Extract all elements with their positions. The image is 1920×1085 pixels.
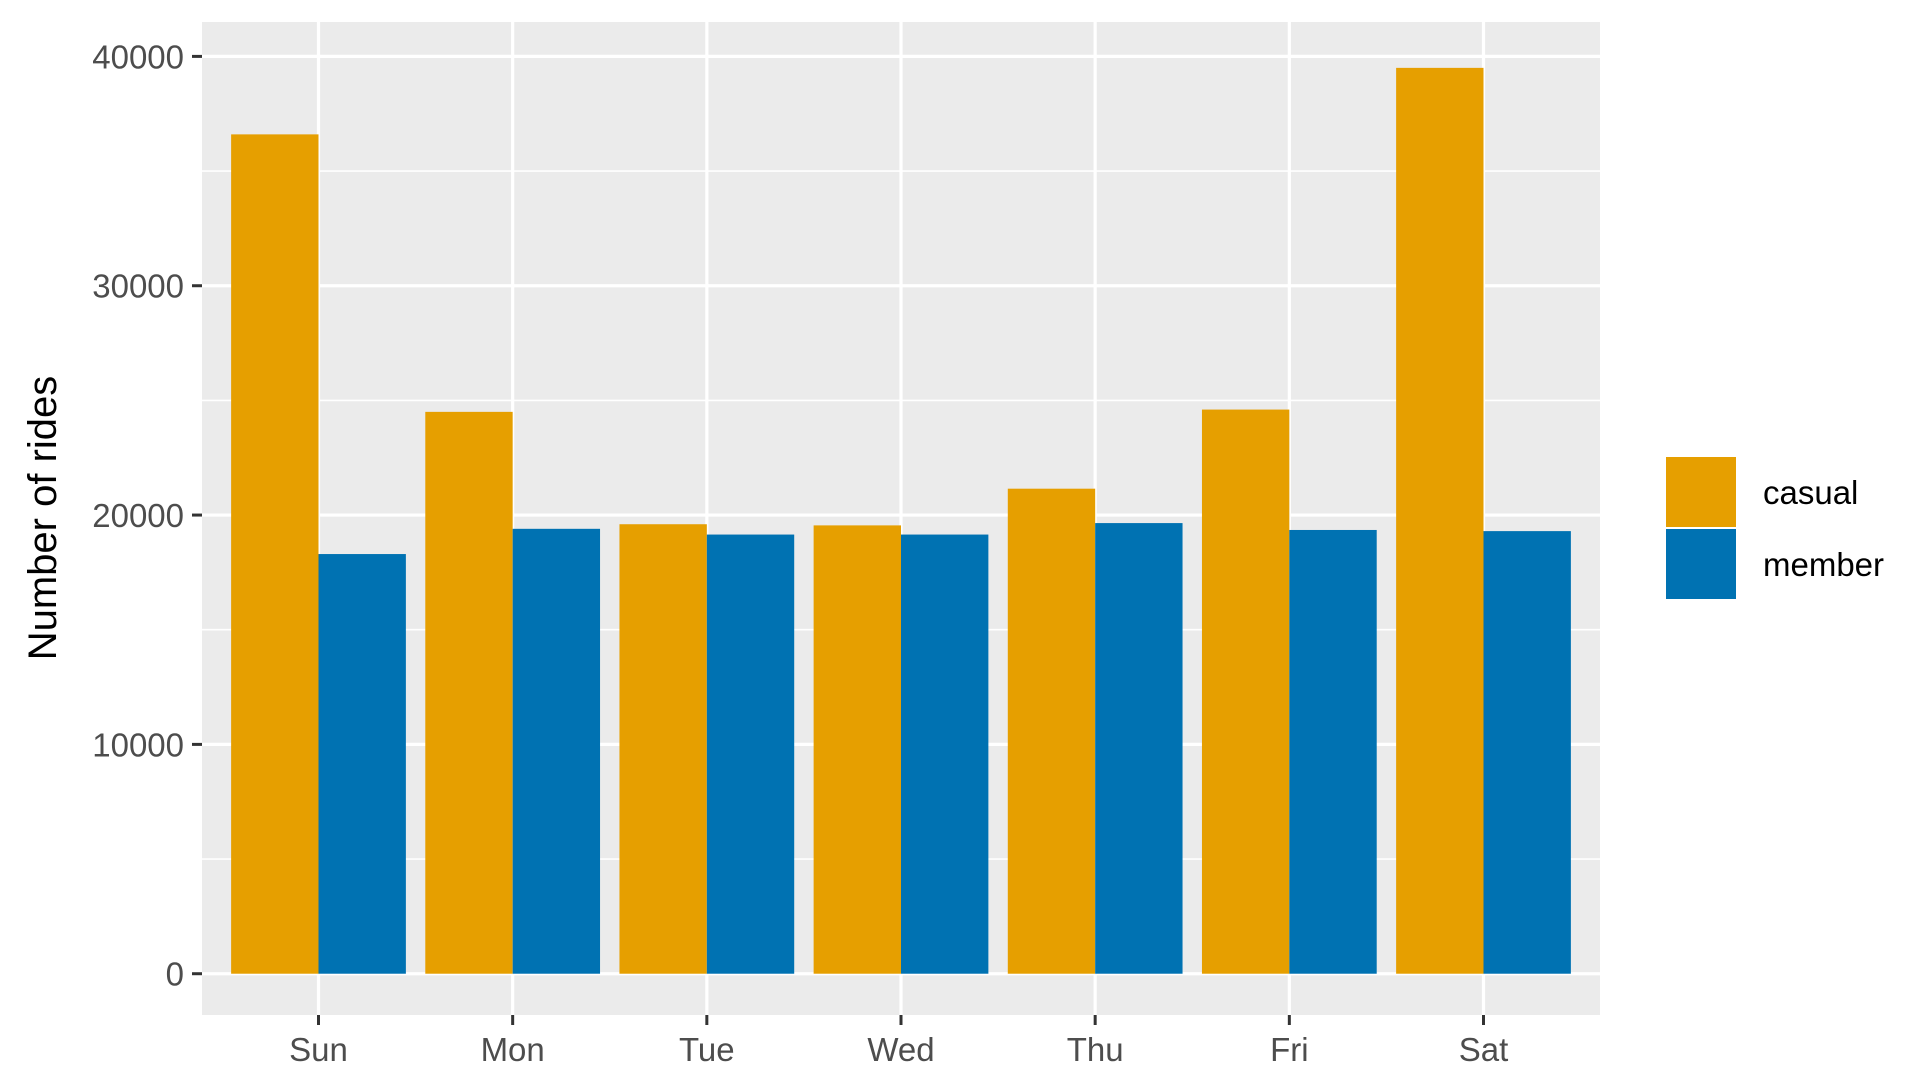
bar-casual-thu: [1007, 488, 1096, 974]
bar-casual-wed: [813, 525, 901, 974]
y-axis: 0 10000 20000 30000 40000: [92, 38, 202, 993]
bars: [231, 67, 1571, 974]
bar-member-wed: [901, 534, 989, 974]
y-tick-label: 30000: [92, 268, 184, 305]
x-tick-label-tue: Tue: [679, 1031, 735, 1068]
x-tick-label-thu: Thu: [1067, 1031, 1124, 1068]
y-axis-title: Number of rides: [21, 376, 65, 661]
bar-member-mon: [512, 528, 601, 974]
bar-casual-sat: [1396, 67, 1484, 974]
x-tick-label-mon: Mon: [481, 1031, 545, 1068]
y-tick-label: 0: [166, 956, 184, 993]
legend-label-casual: casual: [1763, 474, 1858, 511]
y-tick-label: 40000: [92, 38, 184, 75]
bar-member-fri: [1289, 529, 1377, 974]
y-tick-label: 20000: [92, 497, 184, 534]
x-tick-label-sun: Sun: [289, 1031, 348, 1068]
legend: casual member: [1664, 455, 1884, 601]
bar-casual-tue: [619, 524, 707, 974]
legend-key-casual: [1664, 455, 1738, 529]
legend-label-member: member: [1763, 546, 1884, 583]
x-tick-label-wed: Wed: [867, 1031, 934, 1068]
bar-member-thu: [1095, 523, 1183, 974]
bar-casual-mon: [425, 411, 513, 974]
bar-member-tue: [706, 534, 795, 974]
bar-casual-fri: [1201, 409, 1290, 974]
x-axis: Sun Mon Tue Wed Thu Fri Sat: [289, 1015, 1508, 1068]
bar-casual-sun: [231, 134, 319, 974]
y-tick-label: 10000: [92, 726, 184, 763]
bar-member-sat: [1483, 531, 1571, 974]
x-tick-label-sat: Sat: [1459, 1031, 1509, 1068]
x-tick-label-fri: Fri: [1270, 1031, 1308, 1068]
bar-member-sun: [318, 554, 406, 974]
legend-key-member: [1664, 527, 1738, 601]
